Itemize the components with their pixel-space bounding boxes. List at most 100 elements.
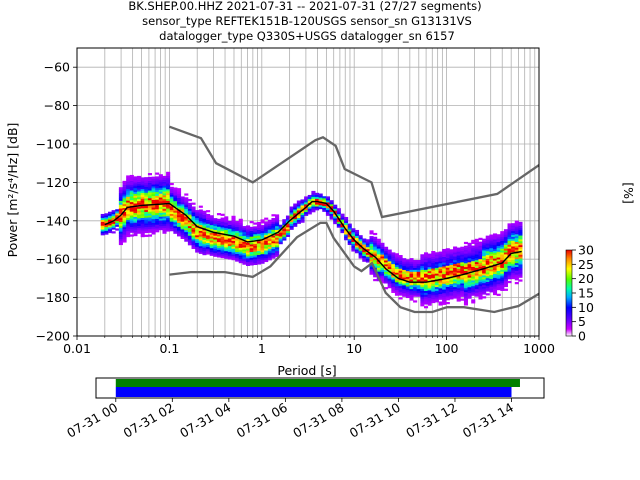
psd-cell [387,278,392,281]
psd-cell [405,293,410,297]
psd-cell [253,255,258,258]
psd-cell [216,247,222,250]
psd-cell [140,215,145,218]
psd-cell [267,244,272,247]
psd-cell [492,285,498,288]
psd-cell [492,291,498,294]
psd-cell [300,216,305,219]
psd-cell [456,257,461,260]
psd-cell [293,222,298,225]
psd-cell [184,210,189,213]
psd-cell [322,209,327,212]
psd-cell [315,208,320,211]
psd-cell [126,211,131,215]
psd-cell [115,228,120,231]
psd-cell [431,277,436,281]
psd-cell [489,249,494,253]
psd-cell [216,234,222,237]
psd-cell [151,213,156,216]
psd-cell [155,230,160,233]
psd-cell [166,214,171,217]
psd-cell [394,293,400,296]
psd-cell [147,217,153,220]
psd-cell [147,207,153,210]
psd-cell [133,197,138,200]
psd-cell [474,254,479,257]
psd-cell [216,220,222,223]
psd-cell [100,217,105,220]
psd-cell [503,236,508,240]
psd-cell [118,196,123,199]
psd-cell [180,207,185,211]
psd-cell [351,239,356,242]
psd-cell [467,292,472,295]
psd-cell [463,245,469,248]
psd-cell [431,252,436,256]
psd-cell [260,253,265,257]
psd-cell [503,240,508,243]
psd-cell [431,270,436,273]
psd-cell [140,233,145,236]
psd-cell [155,216,160,219]
psd-cell [242,241,247,244]
psd-cell [409,298,414,301]
psd-cell [453,254,458,257]
psd-cell [126,234,131,238]
psd-cell [122,230,127,233]
psd-cell [449,260,454,263]
psd-cell [275,214,280,217]
psd-cell [402,285,407,288]
psd-cell [300,205,305,208]
psd-cell [518,271,523,274]
psd-cell [285,232,291,236]
psd-cell [431,272,436,275]
psd-cell [503,231,508,234]
psd-cell [380,250,385,253]
psd-cell [442,302,447,305]
psd-cell [235,232,240,235]
psd-cell [158,224,163,227]
timeline-tick-label: 07-31 02 [121,400,177,441]
colorbar-tick-label: 20 [578,271,594,286]
psd-cell [202,218,207,221]
psd-cell [463,303,469,306]
psd-cell [340,229,345,232]
psd-cell [144,209,149,212]
psd-cell [413,275,418,278]
psd-cell [293,218,298,222]
psd-cell [249,236,254,239]
psd-cell [144,225,149,228]
psd-cell [402,283,407,286]
psd-cell [151,186,156,189]
psd-cell [140,188,145,192]
psd-cell [387,282,392,285]
psd-cell [471,245,476,248]
psd-cell [122,182,127,185]
psd-cell [216,239,222,243]
psd-cell [151,226,156,229]
psd-cell [158,227,163,231]
psd-cell [249,249,254,253]
psd-cell [275,222,280,225]
psd-cell [456,253,461,256]
psd-cell [246,248,251,251]
psd-cell [289,221,294,225]
psd-cell [216,226,222,229]
psd-cell [140,190,145,194]
psd-cell [518,258,523,261]
psd-cell [518,233,523,236]
psd-cell [151,188,156,191]
psd-cell [289,212,294,215]
psd-cell [147,209,153,212]
psd-cell [235,242,240,245]
psd-cell [293,203,298,206]
psd-cell [402,261,407,265]
psd-cell [511,234,516,237]
psd-cell [151,195,156,199]
psd-cell [195,215,200,219]
psd-cell [384,246,389,249]
psd-cell [463,282,469,285]
psd-cell [398,297,403,300]
psd-cell [224,216,229,219]
psd-cell [238,224,243,227]
